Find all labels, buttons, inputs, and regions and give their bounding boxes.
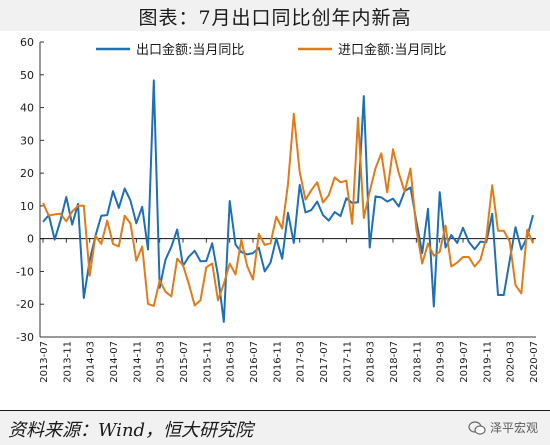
footer-divider (0, 410, 550, 411)
y-tick-label: -20 (16, 298, 34, 311)
x-tick-label: 2017-03 (296, 341, 307, 383)
y-axis: -30 -20 -10 0 10 20 30 40 50 60 (16, 36, 44, 344)
x-tick-label: 2015-07 (179, 341, 190, 383)
x-tick-label: 2014-11 (132, 341, 143, 383)
x-tick-label: 2018-07 (389, 341, 400, 383)
legend: 出口金额:当月同比 进口金额:当月同比 (96, 42, 446, 58)
chart-title: 图表：7月出口同比创年内新高 (138, 7, 412, 29)
legend-label: 进口金额:当月同比 (338, 42, 446, 58)
y-tick-label: 50 (20, 69, 34, 82)
x-tick-label: 2019-07 (459, 341, 470, 383)
y-tick-label: -10 (16, 265, 34, 278)
x-tick-label: 2019-11 (482, 341, 493, 383)
y-tick-label: 60 (20, 36, 34, 49)
x-tick-label: 2017-07 (319, 341, 330, 383)
y-tick-label: 0 (27, 233, 34, 246)
legend-label: 出口金额:当月同比 (136, 42, 244, 58)
y-tick-label: 10 (20, 200, 34, 213)
source-note: 资料来源：Wind，恒大研究院 (8, 420, 254, 441)
wechat-icon (468, 420, 486, 435)
x-tick-label: 2016-11 (272, 341, 283, 383)
series-lines (42, 79, 534, 323)
y-tick-label: 40 (20, 102, 34, 115)
x-tick-label: 2018-11 (412, 341, 423, 383)
x-tick-label: 2018-03 (366, 341, 377, 383)
x-tick-label: 2019-03 (436, 341, 447, 383)
x-tick-label: 2014-07 (109, 341, 120, 383)
watermark-text: 泽平宏观 (489, 421, 538, 435)
y-tick-label: 30 (20, 134, 34, 147)
x-tick-label: 2017-11 (342, 341, 353, 383)
x-tick-label: 2016-07 (249, 341, 260, 383)
series-line-export (42, 79, 534, 323)
y-tick-label: -30 (16, 331, 34, 344)
x-tick-label: 2015-03 (156, 341, 167, 383)
x-axis: 2013-07 2013-11 2014-03 2014-07 2014-11 2015-… (39, 238, 540, 383)
x-tick-label: 2020-03 (506, 341, 517, 383)
footer-band (0, 410, 550, 445)
x-tick-label: 2015-11 (202, 341, 213, 383)
header-band (0, 0, 550, 31)
x-tick-label: 2013-11 (62, 341, 73, 383)
x-tick-label: 2014-03 (86, 341, 97, 383)
watermark: 泽平宏观 (468, 419, 538, 436)
series-line-import (42, 112, 534, 307)
x-tick-label: 2016-03 (226, 341, 237, 383)
x-tick-label: 2020-07 (529, 341, 540, 383)
y-tick-label: 20 (20, 167, 34, 180)
x-tick-label: 2013-07 (39, 341, 50, 383)
